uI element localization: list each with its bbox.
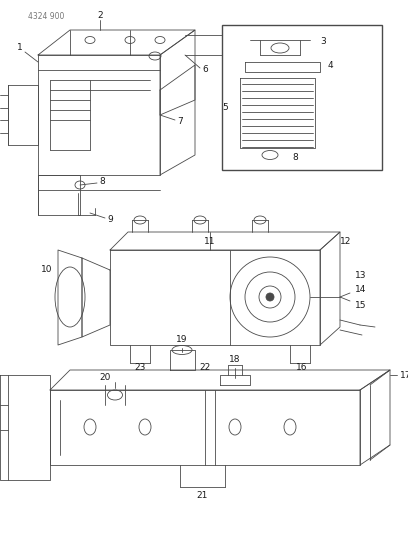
Text: 5: 5 (222, 103, 228, 112)
Text: 4: 4 (328, 61, 334, 69)
Bar (222, 25, 382, 170)
Text: 9: 9 (107, 215, 113, 224)
Text: 2: 2 (97, 12, 103, 20)
Text: 12: 12 (340, 238, 351, 246)
Text: 17: 17 (400, 370, 408, 379)
Ellipse shape (266, 293, 274, 301)
Text: 15: 15 (355, 301, 366, 310)
Text: 18: 18 (229, 356, 241, 365)
Text: 4324 900: 4324 900 (28, 12, 64, 21)
Text: 6: 6 (202, 66, 208, 75)
Text: 13: 13 (355, 271, 366, 279)
Text: 1: 1 (17, 44, 23, 52)
Text: 21: 21 (196, 490, 208, 499)
Text: 23: 23 (134, 362, 146, 372)
Text: 16: 16 (296, 362, 308, 372)
Text: 19: 19 (176, 335, 188, 344)
Text: 22: 22 (200, 362, 211, 372)
Text: 7: 7 (177, 117, 183, 126)
Text: 8: 8 (99, 177, 105, 187)
Text: 14: 14 (355, 285, 366, 294)
Text: 8: 8 (292, 154, 298, 163)
Text: 11: 11 (204, 238, 216, 246)
Text: 10: 10 (40, 264, 52, 273)
Text: 3: 3 (320, 37, 326, 46)
Text: 20: 20 (99, 374, 111, 383)
